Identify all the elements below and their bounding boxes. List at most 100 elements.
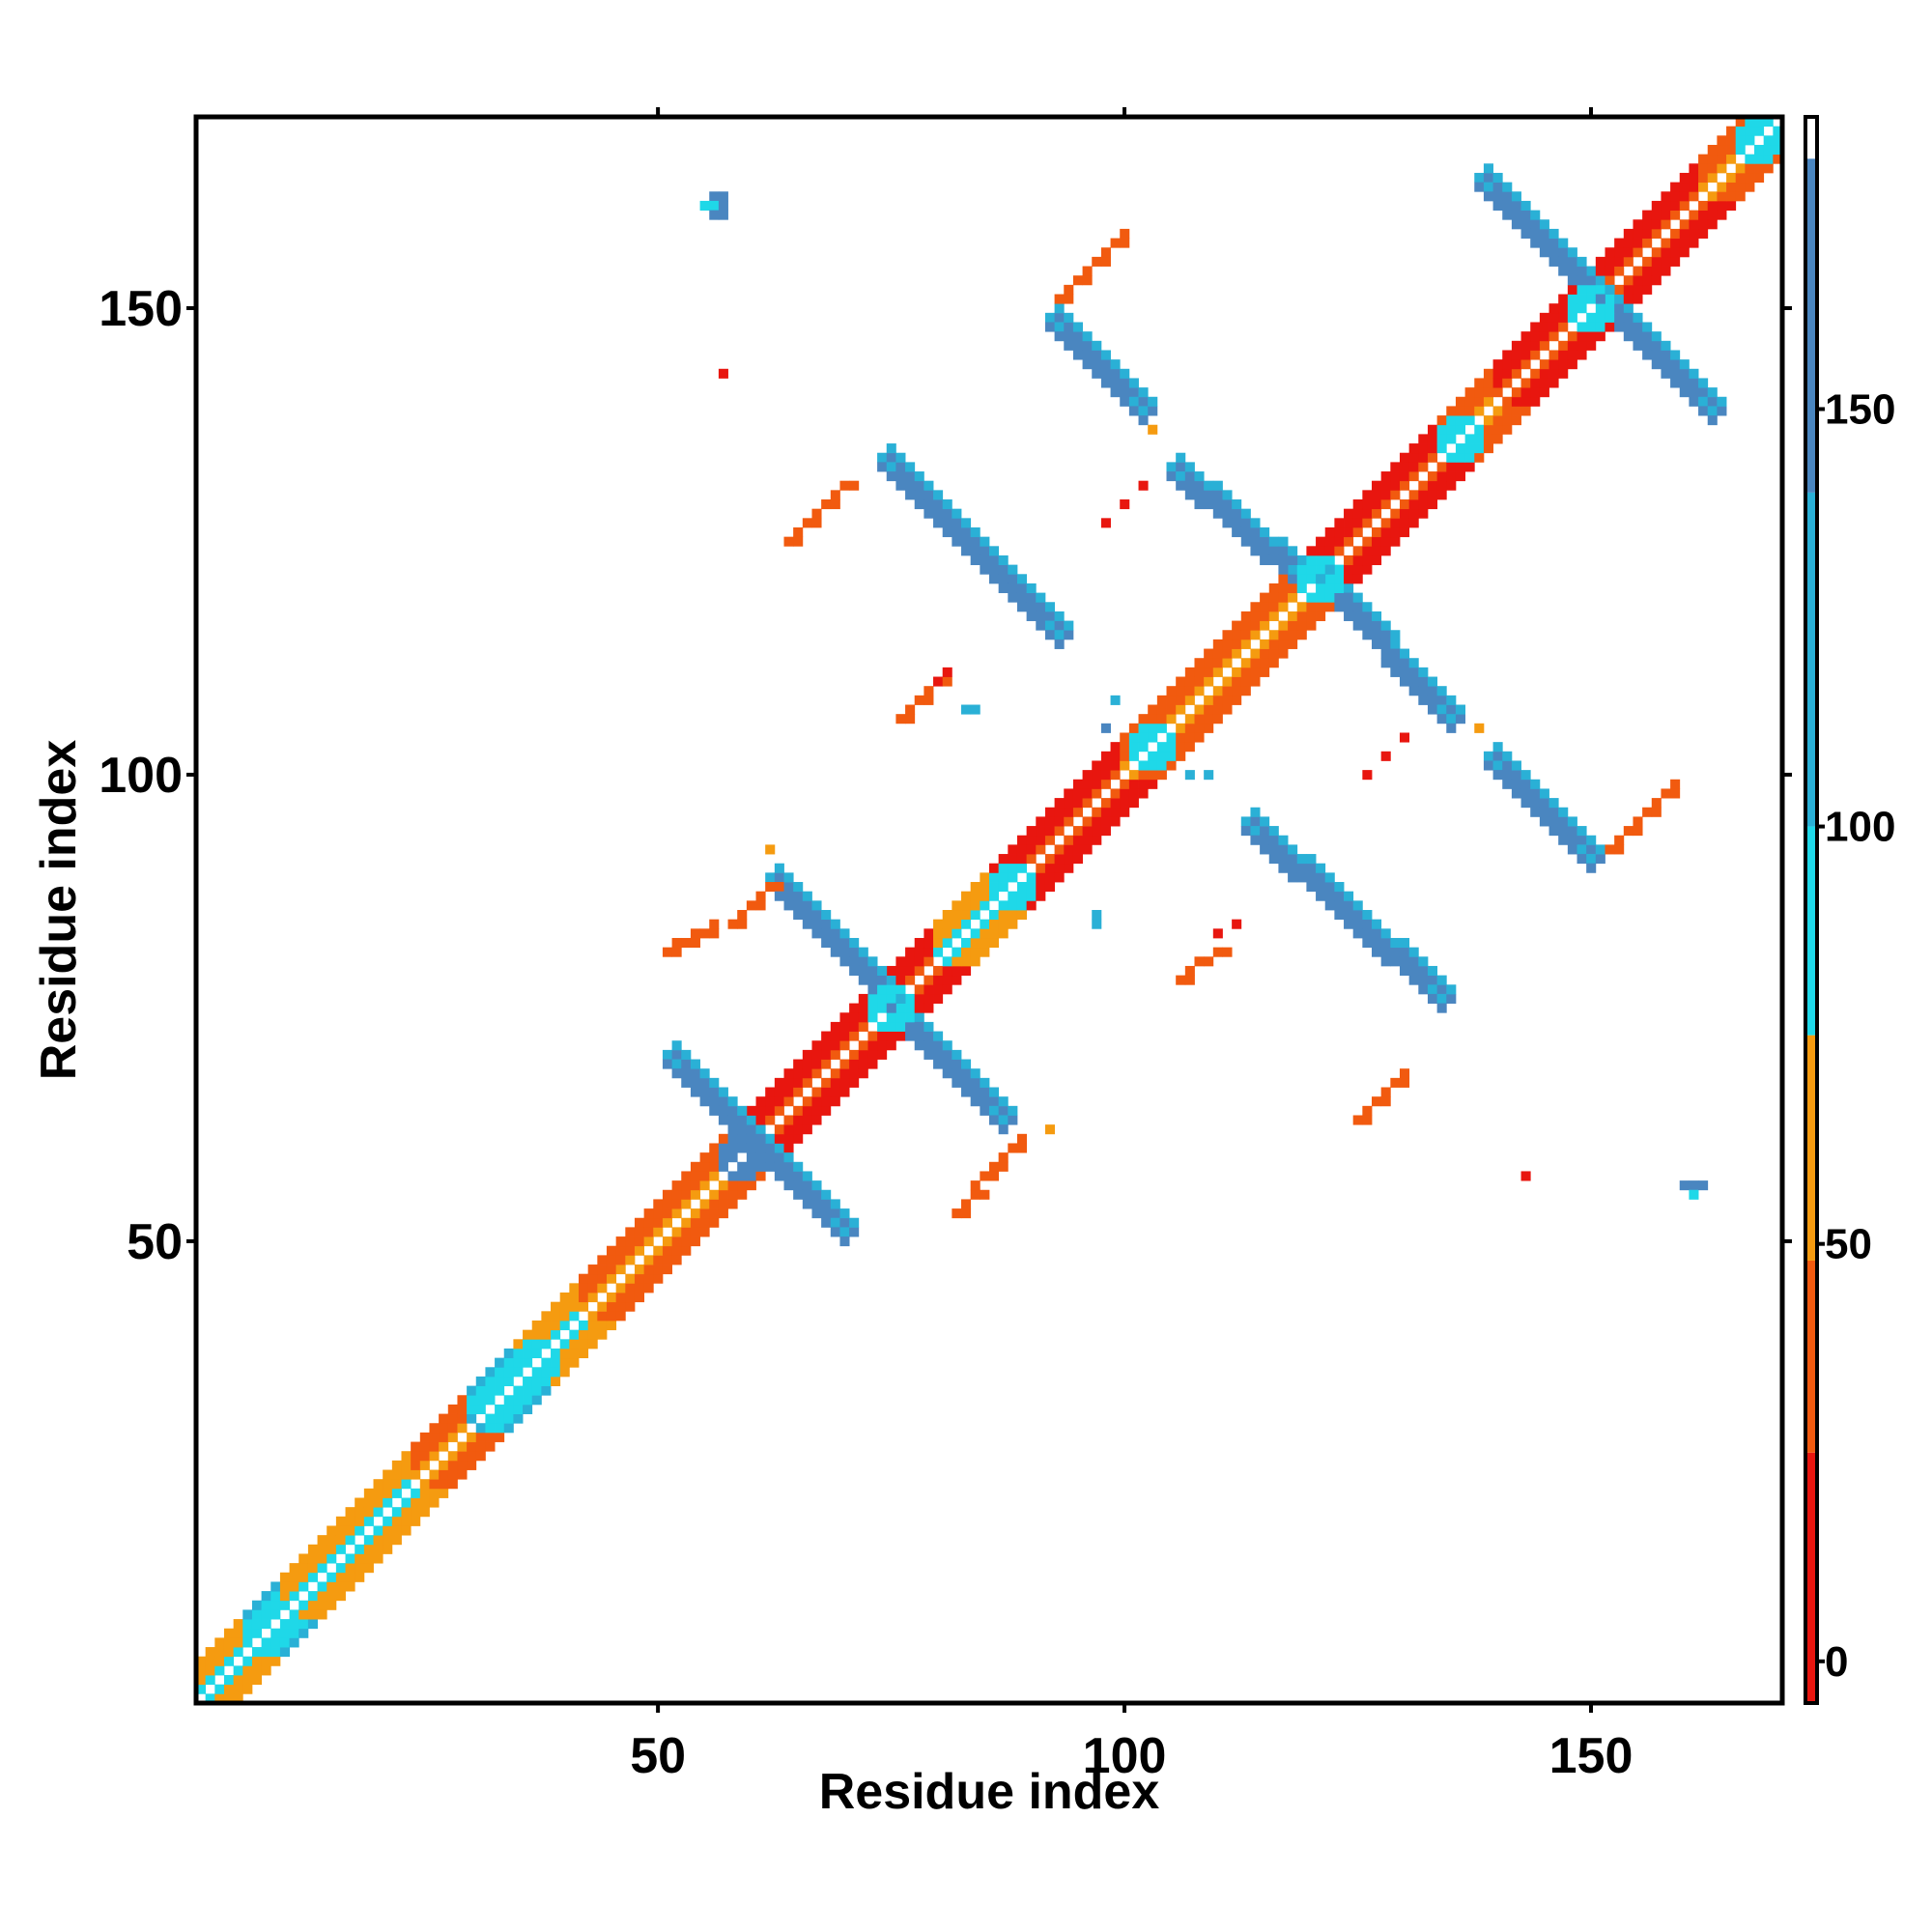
heatmap-cell [1064,331,1074,342]
heatmap-cell [989,1105,1000,1116]
heatmap-cell [905,1003,916,1013]
heatmap-cell [867,1031,878,1041]
heatmap-cell [1110,368,1121,379]
heatmap-cell [671,1189,682,1200]
heatmap-cell [933,1031,944,1041]
heatmap-cell [223,1628,235,1638]
heatmap-cell [1520,200,1531,211]
heatmap-cell [233,1693,243,1704]
heatmap-cell [1232,639,1242,649]
heatmap-cell [989,1115,1000,1125]
heatmap-cell [1464,406,1475,416]
heatmap-cell [1110,751,1121,761]
heatmap-cell [1184,667,1195,677]
heatmap-cell [457,1395,468,1406]
heatmap-cell [345,1581,355,1592]
heatmap-cell [1474,396,1485,407]
heatmap-cell [1390,667,1401,677]
heatmap-cell [1260,620,1270,631]
heatmap-cell [503,1423,514,1434]
heatmap-cell [1372,480,1382,491]
x-tick-label: 150 [1549,1728,1634,1784]
heatmap-cell [774,1161,784,1172]
heatmap-cell [1054,872,1065,883]
heatmap-cell [475,1432,486,1442]
heatmap-cell [1492,770,1503,781]
heatmap-cell [1260,639,1270,649]
heatmap-cell [709,1077,720,1088]
heatmap-cell [223,1693,235,1704]
heatmap-cell [1092,910,1102,921]
heatmap-cell [1707,219,1718,230]
heatmap-cell [839,1217,850,1228]
heatmap-cell [1316,891,1326,901]
heatmap-cell [793,1133,804,1144]
heatmap-cell [1110,378,1121,388]
heatmap-cell [1530,331,1541,342]
heatmap-cell [1418,984,1429,995]
heatmap-cell [1698,1180,1709,1191]
colorbar-tick-label: 150 [1825,385,1895,433]
heatmap-cell [1408,443,1419,454]
heatmap-cell [1436,443,1447,454]
heatmap-cell [1128,406,1139,416]
y-tick-label: 50 [127,1214,183,1270]
heatmap-cell [1324,582,1335,593]
heatmap-cell [1380,1096,1391,1107]
heatmap-cell [998,919,1009,929]
heatmap-cell [914,499,924,510]
heatmap-cell [980,919,990,929]
heatmap-cell [1558,303,1569,314]
heatmap-cell [625,1293,636,1303]
heatmap-cell [933,499,944,510]
heatmap-cell [1008,844,1018,855]
heatmap-cell [1240,826,1251,837]
heatmap-cell [1156,704,1167,715]
heatmap-cell [1082,340,1093,351]
heatmap-cell [802,910,812,921]
heatmap-cell [1558,256,1569,267]
heatmap-cell [1661,247,1671,258]
heatmap-cell [1288,854,1298,865]
heatmap-cell [755,1171,766,1181]
heatmap-cell [1250,518,1261,528]
colorbar-tick-label: 50 [1825,1221,1872,1268]
heatmap-cell [363,1507,374,1518]
heatmap-cell [942,910,952,921]
heatmap-cell [1166,760,1177,771]
heatmap-cell [1344,574,1354,584]
heatmap-cell [597,1283,608,1293]
heatmap-cell [942,676,952,687]
heatmap-cell [1474,172,1485,184]
heatmap-cell [690,1161,700,1172]
heatmap-cell [895,471,906,482]
heatmap-cell [877,975,888,985]
heatmap-cell [1250,526,1261,538]
heatmap-cell [867,965,878,977]
heatmap-cell [1539,331,1549,342]
heatmap-cell [1548,228,1559,239]
heatmap-cell [1240,816,1251,827]
heatmap-cell [1399,508,1410,519]
heatmap-cell [1436,993,1447,1004]
heatmap-cell [849,1003,860,1013]
heatmap-cell [1250,826,1261,837]
heatmap-cell [793,910,804,921]
heatmap-cell [373,1525,384,1536]
heatmap-cell [307,1572,318,1582]
heatmap-cell [1763,135,1774,146]
heatmap-cell [690,1180,700,1191]
heatmap-cell [727,1133,738,1144]
heatmap-cell [1100,779,1111,789]
heatmap-cell [1511,779,1521,789]
heatmap-cell [559,1301,570,1312]
heatmap-cell [1212,658,1223,668]
heatmap-cell [1232,695,1242,705]
heatmap-cell [363,1488,374,1498]
heatmap-cell [1558,368,1569,379]
heatmap-cell [681,1245,692,1256]
heatmap-cell [1558,322,1569,332]
heatmap-cell [839,1077,850,1088]
heatmap-cell [401,1525,412,1536]
heatmap-cell [709,1217,720,1228]
